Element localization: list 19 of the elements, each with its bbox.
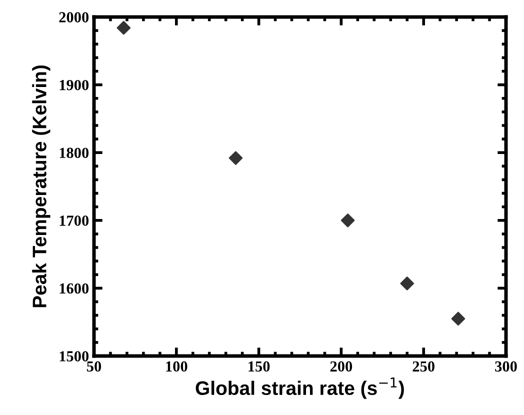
x-tick-label: 50	[86, 361, 102, 372]
x-tick-label: 150	[248, 361, 270, 372]
y-axis-title: Peak Temperature (Kelvin)	[32, 66, 50, 308]
point	[340, 213, 355, 228]
x-tick-label: 300	[495, 361, 517, 372]
point	[228, 151, 243, 165]
y-tick-label: 1500	[60, 351, 89, 362]
point	[400, 276, 414, 290]
y-tick-label: 1800	[60, 148, 89, 158]
x-tick-label: 200	[330, 361, 352, 372]
x-tick-label: 100	[166, 361, 188, 372]
x-tick-label: 250	[412, 361, 434, 372]
y-tick-label: 1600	[60, 283, 89, 294]
y-tick-label: 1700	[60, 216, 89, 226]
y-tick-label: 2000	[59, 12, 89, 22]
point	[116, 20, 131, 35]
point	[451, 312, 466, 326]
y-tick-label: 1900	[60, 80, 89, 90]
x-axis-title: Global strain rate (s$^{−1}$)	[196, 377, 404, 399]
